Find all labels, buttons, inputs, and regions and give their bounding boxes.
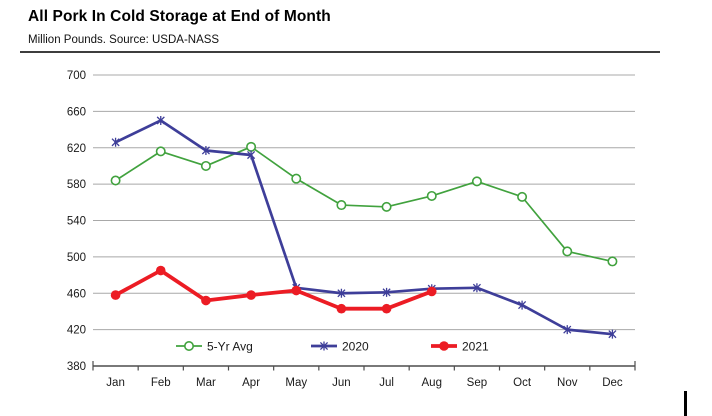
- x-tick-label: Jun: [332, 377, 351, 389]
- star-x-marker: [472, 283, 481, 293]
- filled-circle-marker: [381, 303, 392, 314]
- open-circle-marker: [200, 160, 211, 171]
- x-tick-label: Feb: [151, 377, 171, 389]
- filled-circle-marker: [246, 290, 256, 300]
- open-circle-marker: [155, 146, 166, 157]
- filled-circle-marker: [110, 290, 121, 300]
- open-circle-marker: [336, 200, 347, 211]
- star-x-marker: [201, 145, 210, 155]
- header-divider: [20, 51, 660, 53]
- filled-circle-marker: [155, 265, 166, 276]
- star-x-marker: [608, 329, 617, 339]
- filled-circle-marker: [426, 286, 437, 297]
- legend-label: 2020: [342, 340, 369, 354]
- legend-label: 2021: [462, 340, 489, 354]
- star-x-marker: [319, 341, 329, 351]
- x-tick-label: Mar: [196, 377, 216, 389]
- x-tick-label: May: [285, 377, 307, 389]
- star-x-marker: [563, 325, 572, 335]
- open-circle-marker: [562, 246, 573, 257]
- open-circle-marker: [291, 173, 302, 184]
- star-x-marker: [111, 137, 120, 147]
- open-circle-marker: [517, 191, 528, 202]
- y-tick-label: 660: [67, 106, 86, 118]
- filled-circle-marker: [439, 341, 449, 351]
- open-circle-marker: [426, 190, 437, 201]
- y-tick-label: 500: [67, 252, 86, 264]
- series-line-2020: [114, 119, 614, 336]
- y-tick-label: 540: [67, 216, 86, 228]
- y-tick-label: 420: [67, 325, 86, 337]
- filled-circle-marker: [291, 285, 302, 296]
- star-x-marker: [518, 300, 527, 310]
- x-tick-label: Apr: [242, 377, 260, 389]
- y-tick-label: 460: [67, 288, 86, 300]
- x-tick-label: Nov: [557, 377, 578, 389]
- open-circle-marker: [184, 340, 195, 351]
- x-tick-label: Sep: [467, 377, 487, 389]
- open-circle-marker: [607, 256, 618, 267]
- star-x-marker: [337, 288, 346, 298]
- x-tick-label: Aug: [422, 377, 442, 389]
- open-circle-marker: [110, 175, 121, 186]
- chart-title: All Pork In Cold Storage at End of Month: [28, 8, 331, 25]
- x-tick-label: Dec: [602, 377, 623, 389]
- star-x-marker: [156, 115, 165, 125]
- y-tick-label: 580: [67, 179, 86, 191]
- star-x-marker: [247, 150, 256, 160]
- y-tick-label: 380: [67, 361, 86, 373]
- filled-circle-marker: [201, 295, 211, 306]
- series-line-5-yr-avg: [114, 145, 614, 263]
- y-tick-label: 700: [67, 70, 86, 82]
- open-circle-marker: [381, 201, 392, 212]
- chart-subtitle: Million Pounds. Source: USDA-NASS: [28, 34, 220, 46]
- x-tick-label: Jul: [379, 377, 394, 389]
- y-tick-label: 620: [67, 143, 86, 155]
- open-circle-marker: [246, 141, 257, 152]
- series-line-2021: [113, 268, 434, 311]
- open-circle-marker: [471, 176, 482, 187]
- text-cursor-bar: [684, 391, 687, 416]
- filled-circle-marker: [336, 303, 347, 314]
- legend-label: 5-Yr Avg: [207, 340, 253, 354]
- x-tick-label: Jan: [106, 377, 125, 389]
- star-x-marker: [382, 287, 391, 297]
- x-tick-label: Oct: [513, 377, 532, 389]
